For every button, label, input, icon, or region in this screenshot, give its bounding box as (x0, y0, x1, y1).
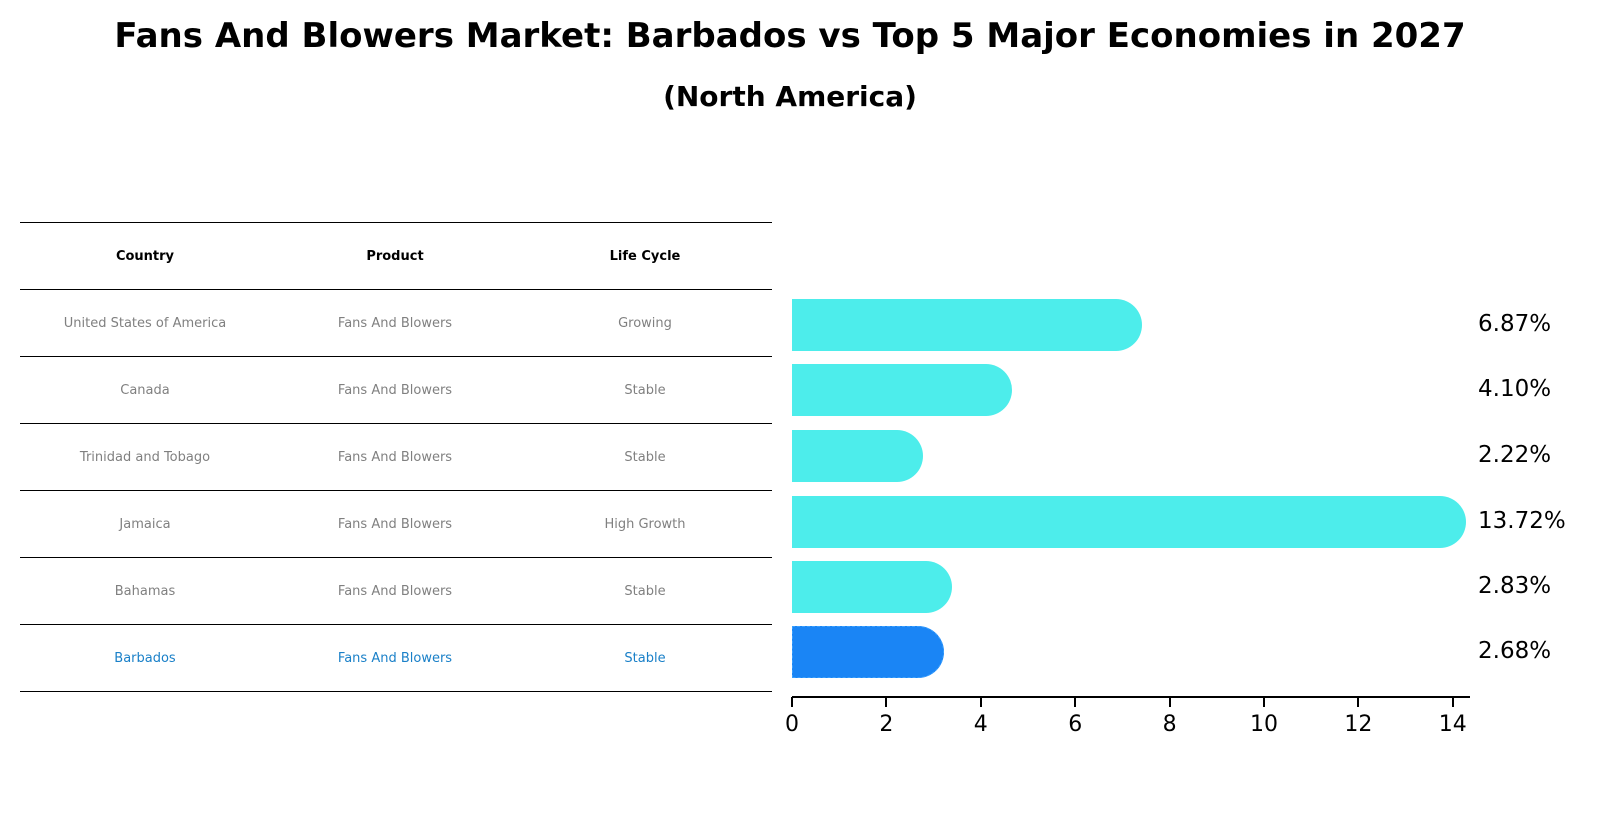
x-tick (1357, 697, 1360, 707)
value-label: 2.22% (1478, 442, 1552, 468)
country-cell: United States of America (63, 315, 227, 331)
life-cycle-cell: Stable (624, 382, 666, 398)
header-life-cycle: Life Cycle (609, 248, 681, 264)
x-axis (792, 696, 1470, 698)
x-tick-label: 14 (1438, 712, 1467, 737)
x-tick-label: 0 (785, 712, 799, 737)
table-row: Trinidad and Tobago Fans And Blowers Sta… (20, 423, 772, 490)
table-row: United States of America Fans And Blower… (20, 289, 772, 356)
header-product: Product (366, 248, 424, 264)
bar (792, 364, 1012, 416)
life-cycle-cell: Stable (624, 583, 666, 599)
country-cell: Canada (120, 382, 170, 398)
life-cycle-cell: Stable (624, 449, 666, 465)
product-cell: Fans And Blowers (337, 315, 453, 331)
bar (792, 496, 1466, 548)
product-cell: Fans And Blowers (337, 449, 453, 465)
chart-title: Fans And Blowers Market: Barbados vs Top… (114, 16, 1466, 56)
value-label: 13.72% (1478, 508, 1566, 534)
x-tick-label: 4 (973, 712, 988, 737)
table-row: Jamaica Fans And Blowers High Growth (20, 490, 772, 557)
x-tick (1451, 697, 1454, 707)
x-tick (791, 697, 793, 707)
x-tick-label: 2 (879, 712, 894, 737)
value-label: 2.68% (1478, 638, 1552, 664)
product-cell: Fans And Blowers (337, 583, 453, 599)
country-cell: Jamaica (119, 516, 171, 532)
header-country: Country (115, 248, 175, 264)
product-cell: Fans And Blowers (337, 650, 453, 666)
value-label: 2.83% (1478, 573, 1552, 599)
country-cell: Trinidad and Tobago (79, 449, 211, 465)
chart-subtitle: (North America) (663, 80, 917, 113)
comparison-table: Country Product Life Cycle United States… (20, 222, 772, 692)
bar (792, 561, 952, 613)
x-tick (1074, 697, 1077, 707)
product-cell: Fans And Blowers (337, 516, 453, 532)
life-cycle-cell: Growing (618, 315, 672, 331)
life-cycle-cell: Stable (624, 650, 666, 666)
x-tick (1168, 697, 1171, 707)
table-header-row: Country Product Life Cycle (20, 222, 772, 289)
bar-highlighted (792, 626, 945, 678)
value-label: 6.87% (1478, 311, 1552, 337)
x-tick-label: 10 (1250, 712, 1278, 737)
life-cycle-cell: High Growth (604, 516, 686, 532)
table-row-highlighted: Barbados Fans And Blowers Stable (20, 624, 772, 692)
product-cell: Fans And Blowers (337, 382, 453, 398)
x-tick (885, 697, 888, 707)
country-cell: Barbados (114, 650, 176, 666)
bar (792, 299, 1143, 351)
x-tick-label: 12 (1344, 712, 1373, 737)
x-tick (1263, 697, 1265, 707)
bar (792, 430, 923, 482)
country-cell: Bahamas (114, 583, 176, 599)
table-row: Canada Fans And Blowers Stable (20, 356, 772, 423)
x-tick-label: 6 (1068, 712, 1083, 737)
value-label: 4.10% (1478, 376, 1552, 402)
x-tick-label: 8 (1162, 712, 1177, 737)
table-row: Bahamas Fans And Blowers Stable (20, 557, 772, 624)
x-tick (979, 697, 982, 707)
